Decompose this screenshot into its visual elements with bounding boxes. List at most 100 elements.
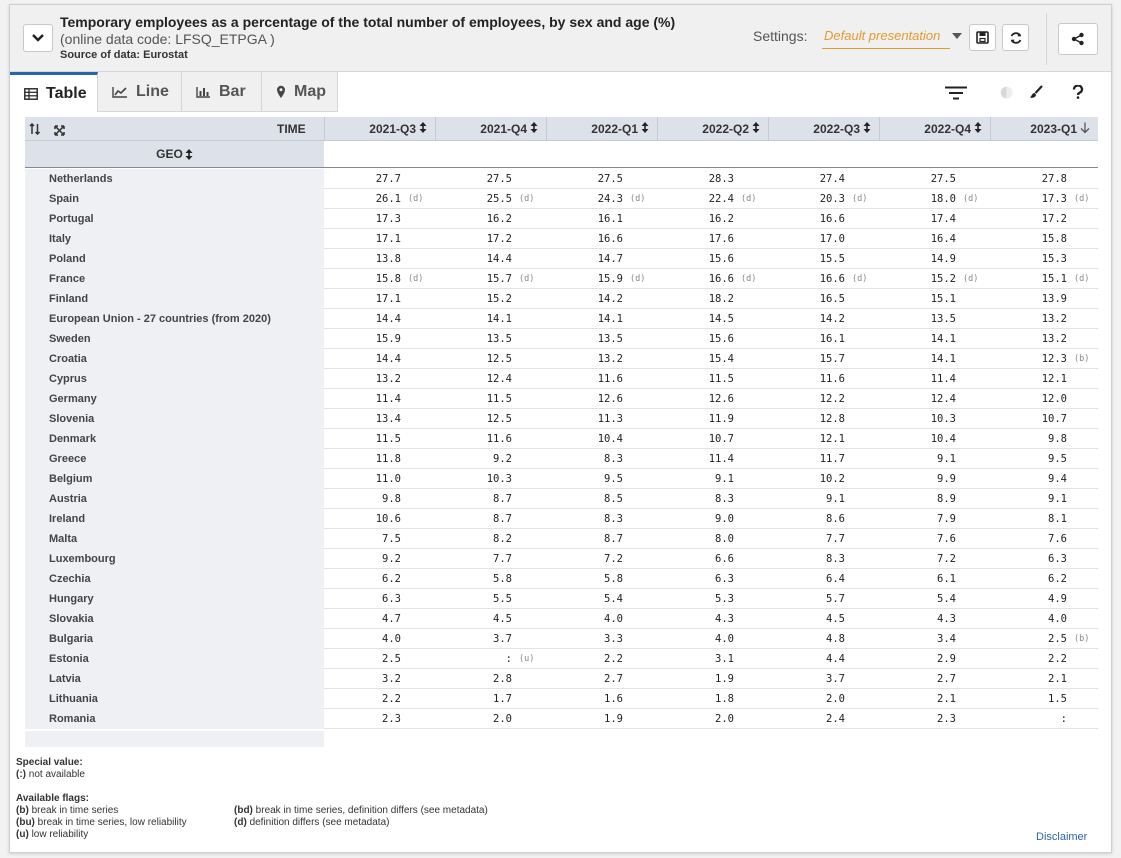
- share-button[interactable]: [1058, 23, 1098, 55]
- column-header[interactable]: 2021-Q3: [324, 117, 435, 141]
- caret-down-icon[interactable]: [952, 33, 962, 39]
- cell-value: 15.3: [1041, 253, 1067, 265]
- pivot-button[interactable]: [54, 123, 65, 141]
- geo-label[interactable]: Luxembourg: [25, 549, 324, 569]
- column-header[interactable]: 2021-Q4: [435, 117, 546, 141]
- table-cell: 2.7: [879, 669, 990, 689]
- settings-dropdown[interactable]: Default presentation: [822, 25, 950, 49]
- contrast-icon: [1000, 86, 1012, 98]
- geo-label[interactable]: Portugal: [25, 209, 324, 229]
- cell-value: 14.2: [597, 293, 623, 305]
- geo-label[interactable]: Slovenia: [25, 409, 324, 429]
- cell-value: 10.2: [819, 473, 845, 485]
- table-row: Croatia 14.4 12.5 13.2 15.4 15.7 14.1 12.3 (b): [25, 349, 1098, 369]
- cell-value: 3.1: [715, 653, 734, 665]
- geo-label[interactable]: European Union - 27 countries (from 2020…: [25, 309, 324, 329]
- tab-table[interactable]: Table: [10, 72, 98, 112]
- geo-label[interactable]: Greece: [25, 449, 324, 469]
- cell-value: 13.5: [930, 313, 956, 325]
- table-icon: [24, 87, 38, 100]
- style-button[interactable]: [1027, 83, 1045, 101]
- geo-label[interactable]: Cyprus: [25, 369, 324, 389]
- column-header[interactable]: 2022-Q1: [546, 117, 657, 141]
- geo-label[interactable]: Germany: [25, 389, 324, 409]
- geo-label[interactable]: France: [25, 269, 324, 289]
- geo-label[interactable]: Croatia: [25, 349, 324, 369]
- table-cell: 7.7: [768, 529, 879, 549]
- tab-bar[interactable]: Bar: [182, 72, 262, 112]
- table-cell: 3.1: [657, 649, 768, 669]
- table-cell: 16.1: [768, 329, 879, 349]
- table-row: Ireland 10.6 8.7 8.3 9.0 8.6 7.9 8.1: [25, 509, 1098, 529]
- cell-value: 24.3: [597, 193, 623, 205]
- tab-map[interactable]: Map: [262, 72, 338, 112]
- geo-label[interactable]: Finland: [25, 289, 324, 309]
- geo-label[interactable]: Ireland: [25, 509, 324, 529]
- table-cell: 9.2: [435, 449, 546, 469]
- cell-value: 5.7: [826, 593, 845, 605]
- column-header-label: 2022-Q1: [591, 122, 638, 136]
- refresh-button[interactable]: [1002, 24, 1029, 51]
- filter-button[interactable]: [944, 84, 968, 102]
- geo-label[interactable]: Poland: [25, 249, 324, 269]
- disclaimer-link[interactable]: Disclaimer: [1036, 831, 1088, 843]
- cell-value: 2.0: [715, 713, 734, 725]
- table-cell: 14.4: [324, 349, 435, 369]
- cell-value: 8.1: [1048, 513, 1067, 525]
- geo-label[interactable]: Estonia: [25, 649, 324, 669]
- sort-button[interactable]: [29, 122, 41, 140]
- table-cell: 17.2: [435, 229, 546, 249]
- geo-header[interactable]: GEO: [25, 141, 324, 167]
- geo-label[interactable]: Bulgaria: [25, 629, 324, 649]
- cell-value: 9.2: [493, 453, 512, 465]
- table-cell: 9.9: [879, 469, 990, 489]
- geo-label[interactable]: Austria: [25, 489, 324, 509]
- cell-value: 27.4: [819, 173, 845, 185]
- geo-label[interactable]: Malta: [25, 529, 324, 549]
- cell-value: 11.7: [819, 453, 845, 465]
- geo-label[interactable]: Denmark: [25, 429, 324, 449]
- cell-value: 12.3: [1041, 353, 1067, 365]
- table-cell: 8.1: [990, 509, 1101, 529]
- help-button[interactable]: [1069, 83, 1087, 101]
- geo-label[interactable]: Slovakia: [25, 609, 324, 629]
- table-cell: 22.4 (d): [657, 189, 768, 209]
- table-cell: 27.8: [990, 169, 1101, 189]
- cell-flag: (d): [630, 194, 646, 204]
- geo-label[interactable]: Netherlands: [25, 169, 324, 189]
- table-cell: 10.2: [768, 469, 879, 489]
- table-cell: 3.7: [768, 669, 879, 689]
- table-row: Lithuania 2.2 1.7 1.6 1.8 2.0 2.1 1.5: [25, 689, 1098, 709]
- cell-value: 9.0: [715, 513, 734, 525]
- cell-value: 27.5: [486, 173, 512, 185]
- geo-label[interactable]: Romania: [25, 709, 324, 729]
- column-header[interactable]: 2022-Q4: [879, 117, 990, 141]
- geo-label[interactable]: Italy: [25, 229, 324, 249]
- column-header[interactable]: 2022-Q3: [768, 117, 879, 141]
- cell-value: 4.9: [1048, 593, 1067, 605]
- geo-label[interactable]: Czechia: [25, 569, 324, 589]
- geo-label[interactable]: Lithuania: [25, 689, 324, 709]
- geo-label[interactable]: Latvia: [25, 669, 324, 689]
- cell-value: 1.9: [604, 713, 623, 725]
- column-header[interactable]: 2023-Q1: [990, 117, 1098, 141]
- geo-label[interactable]: Spain: [25, 189, 324, 209]
- table-cell: 27.4: [768, 169, 879, 189]
- tab-map-label: Map: [294, 82, 326, 100]
- geo-label[interactable]: Hungary: [25, 589, 324, 609]
- save-button[interactable]: [969, 24, 996, 51]
- cell-value: 2.5: [1048, 633, 1067, 645]
- table-cell: 2.2: [990, 649, 1101, 669]
- table-cell: 14.1: [879, 329, 990, 349]
- collapse-button[interactable]: [23, 24, 53, 52]
- geo-label[interactable]: Sweden: [25, 329, 324, 349]
- geo-label[interactable]: Belgium: [25, 469, 324, 489]
- table-cell: 9.1: [768, 489, 879, 509]
- column-header[interactable]: 2022-Q2: [657, 117, 768, 141]
- cell-value: 12.8: [819, 413, 845, 425]
- cell-value: 11.8: [375, 453, 401, 465]
- cell-value: 12.4: [930, 393, 956, 405]
- tab-line[interactable]: Line: [98, 72, 182, 112]
- highlight-toggle[interactable]: [998, 83, 1014, 101]
- table-cell: 10.3: [879, 409, 990, 429]
